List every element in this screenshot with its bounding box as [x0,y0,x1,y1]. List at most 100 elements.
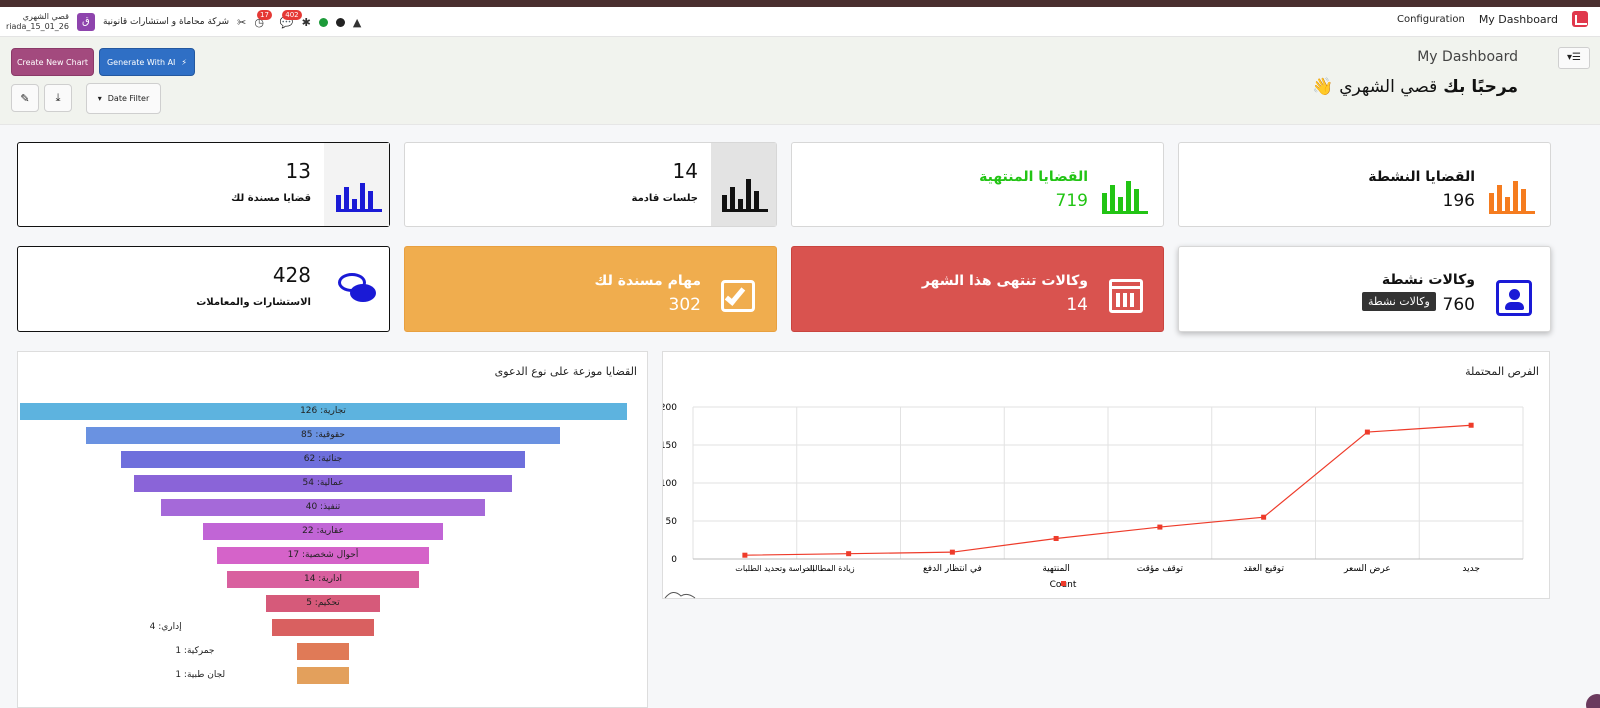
corner-widget[interactable] [1586,694,1600,708]
check-circle-icon[interactable] [335,17,345,27]
card-assigned-tasks[interactable]: مهام مسندة لك 302 [404,246,777,332]
line-chart-panel: الفرص المحتملة 0 50 100 150 200 الدراسة وتحدي… [662,351,1550,599]
card-consultations[interactable]: 428 الاستشارات والمعاملات [17,246,390,332]
funnel-label: عمالية: 54 [302,478,344,488]
funnel-chart-title: القضايا موزعة على نوع الدعوى [494,365,637,378]
generate-ai-label: Generate With AI [106,57,176,67]
funnel-label: أحوال شخصية: 17 [287,550,359,560]
card-label: وكالات نشطة [1381,272,1475,288]
generate-ai-button[interactable]: Generate With AI ⚡ [99,48,195,76]
card-value: 428 [272,263,311,287]
x-tick-label: توقف مؤقت [1137,564,1184,574]
date-filter-button[interactable]: ▾ Date Filter [86,83,161,114]
card-label: مهام مسندة لك [594,273,701,289]
sparkline-icon[interactable] [664,592,696,599]
data-point[interactable] [1157,524,1163,530]
funnel-label: عقارية: 22 [302,526,344,536]
card-label: القضايا النشطة [1368,169,1475,185]
line-chart-svg: 0 50 100 150 200 الدراسة وتحديد الطلباتزيادة … [663,403,1524,599]
bar-chart-icon [1489,171,1535,214]
funnel-label: جنائية: 62 [303,454,343,464]
data-point[interactable] [846,551,852,557]
bug-icon[interactable]: ✱ [301,15,311,29]
status-online-icon [318,17,328,27]
funnel-bar[interactable] [160,499,486,516]
x-tick-label: المنتهية [1042,564,1070,574]
card-upcoming-sessions[interactable]: 14 جلسات قادمة [404,142,777,227]
funnel-bar[interactable] [86,427,560,444]
create-chart-label: Create New Chart [16,57,89,67]
data-point[interactable] [1261,514,1267,520]
series-line [744,424,1472,556]
card-value: 14 [672,159,698,183]
funnel-chart-panel: القضايا موزعة على نوع الدعوى تجارية: 126… [17,351,648,708]
pencil-icon: ✎ [20,91,30,105]
data-point[interactable] [1468,422,1474,428]
date-filter-label: Date Filter [107,94,150,103]
wave-icon: 👋 [1312,77,1334,97]
card-finished-cases[interactable]: القضايا المنتهية 719 [791,142,1164,227]
activity-icon[interactable]: ◷ 17 [254,9,272,29]
welcome-prefix: مرحبًا بك [1443,77,1518,97]
funnel-bar[interactable] [202,523,444,540]
funnel-bar[interactable] [297,643,349,660]
user-menu[interactable]: قصي الشهري riada_15_01_26 [6,12,69,32]
card-active-cases[interactable]: القضايا النشطة 196 [1178,142,1551,227]
download-button[interactable]: ⤓ [44,84,72,112]
messages-badge: 402 [282,9,302,20]
legend-marker [1061,581,1066,586]
comments-icon [338,273,378,305]
navbar: قصي الشهري riada_15_01_26 ق شركة محاماة … [0,7,1600,37]
avatar[interactable]: ق [76,13,95,31]
sliders-icon: ▾☰ [1567,52,1581,63]
company-switcher[interactable]: شركة محاماة و استشارات قانونية [102,17,230,27]
contact-book-icon [1496,280,1532,316]
app-icon[interactable] [1572,11,1588,27]
card-icon-bg [711,143,776,226]
ai-icon: ⚡ [181,57,188,67]
card-expiring-agencies[interactable]: وكالات تنتهى هذا الشهر 14 [791,246,1164,332]
funnel-bar[interactable] [217,547,429,564]
dashboard-title: My Dashboard [1417,49,1518,65]
x-tick-label: زيادة المطالبات [803,564,855,573]
bar-chart-icon [722,169,768,212]
funnel-label: تحكيم: 5 [306,598,340,608]
data-point[interactable] [742,552,748,558]
card-value: 14 [1066,295,1088,315]
y-tick-label: 200 [663,403,677,413]
card-active-agencies[interactable]: وكالات نشطة 760 [1178,246,1551,332]
card-assigned-cases[interactable]: 13 قضايا مسندة لك [17,142,390,227]
card-label: قضايا مسندة لك [231,193,311,204]
tools-icon[interactable]: ✂ [237,15,247,29]
funnel-label: ادارية: 14 [303,574,343,584]
x-tick-label: الدراسة وتحديد الطلبات [735,564,814,573]
card-value: 760 [1442,295,1475,315]
welcome-message: مرحبًا بك قصي الشهري 👋 [1312,77,1518,97]
data-point[interactable] [1053,535,1059,541]
data-point[interactable] [1364,429,1370,435]
funnel-label: لجان طبية: 1 [175,670,226,680]
card-icon-bg [324,143,389,226]
data-point[interactable] [949,549,955,555]
dashboard-settings-button[interactable]: ▾☰ [1558,47,1590,69]
welcome-name: قصي الشهري [1339,77,1438,97]
app-title[interactable]: My Dashboard [1478,12,1558,26]
messages-icon[interactable]: 💬 402 [280,9,302,29]
create-chart-button[interactable]: Create New Chart [11,48,94,76]
tooltip: وكالات نشطة [1362,292,1436,311]
warning-icon[interactable]: ▲ [352,15,362,29]
funnel-bar[interactable] [226,571,420,588]
y-tick-label: 0 [671,555,677,565]
funnel-bar[interactable] [19,403,627,420]
funnel-bar[interactable] [265,595,381,612]
funnel-bar[interactable] [297,667,349,684]
user-code: riada_15_01_26 [6,22,69,31]
y-tick-label: 100 [663,479,677,489]
edit-button[interactable]: ✎ [11,84,39,112]
funnel-bar[interactable] [120,451,526,468]
funnel-bar[interactable] [134,475,512,492]
card-label: جلسات قادمة [631,193,698,204]
calendar-icon [1109,279,1143,313]
funnel-bar[interactable] [271,619,375,636]
configuration-menu[interactable]: Configuration [1396,13,1465,25]
